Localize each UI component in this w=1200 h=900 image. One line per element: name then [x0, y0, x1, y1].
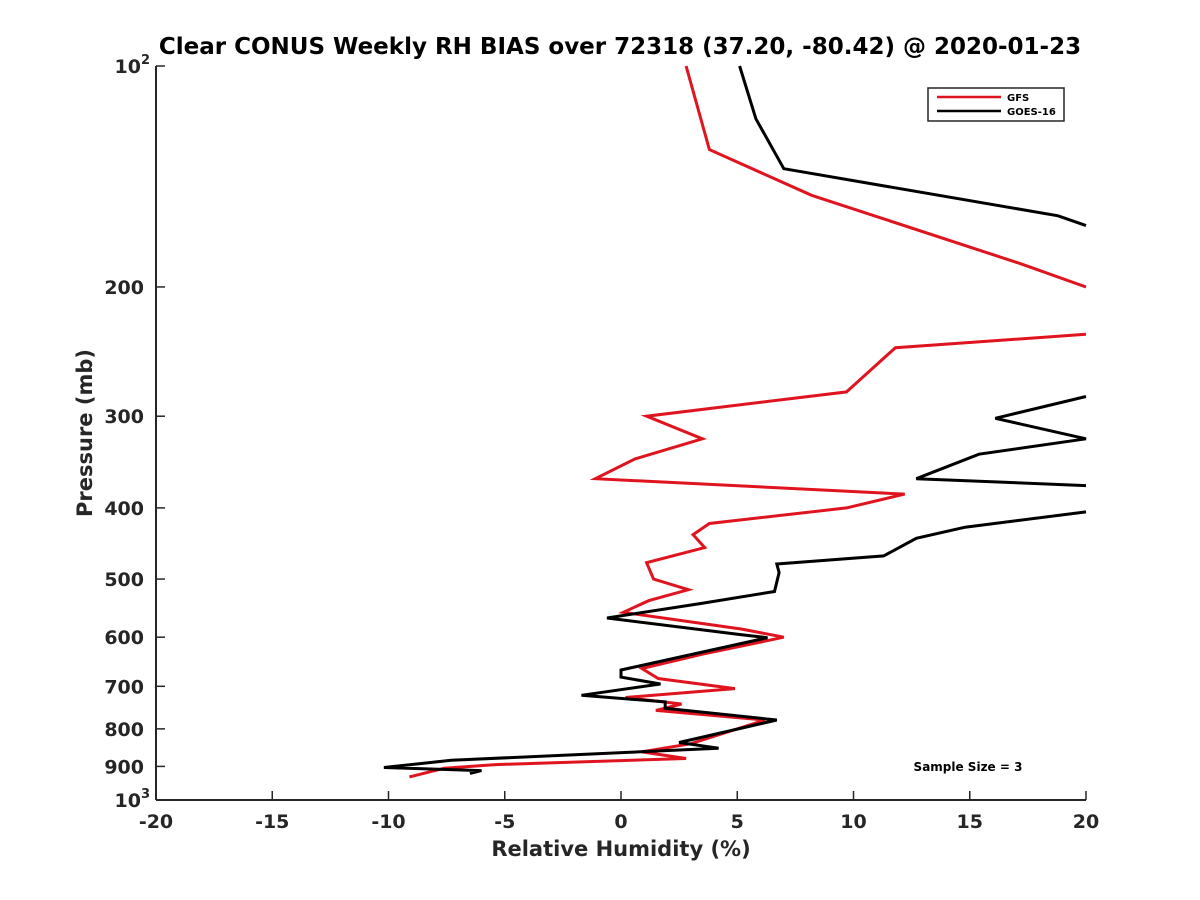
y-axis-ticks: 102 200 300 400 500 600 700 800 900 103 — [104, 53, 165, 812]
y-tick-label: 400 — [104, 498, 144, 520]
x-tick-label: -5 — [494, 811, 515, 833]
x-tick-label: -15 — [255, 811, 289, 833]
x-tick-label: 20 — [1073, 811, 1099, 833]
series-line-goes-16-2 — [915, 395, 1087, 488]
y-tick-label: 900 — [104, 756, 144, 778]
x-tick-label: 5 — [731, 811, 744, 833]
y-tick-label: 102 — [115, 53, 151, 78]
y-tick-label: 500 — [104, 569, 144, 591]
y-tick-label: 300 — [104, 406, 144, 428]
y-axis-label: Pressure (mb) — [73, 349, 97, 517]
legend-box — [927, 87, 1065, 122]
legend: GFS GOES-16 — [927, 87, 1065, 122]
x-tick-label: 10 — [840, 811, 866, 833]
legend-label-gfs: GFS — [1007, 93, 1029, 104]
series-layer — [383, 65, 1087, 779]
sample-size-annotation: Sample Size = 3 — [914, 760, 1023, 774]
y-tick-label: 700 — [104, 676, 144, 698]
chart-title: Clear CONUS Weekly RH BIAS over 72318 (3… — [159, 34, 1081, 60]
series-line-goes-16-1 — [738, 65, 1087, 228]
series-line-gfs-1 — [684, 65, 1087, 289]
y-tick-label: 600 — [104, 627, 144, 649]
y-tick-label: 200 — [104, 277, 144, 299]
x-tick-label: -20 — [139, 811, 173, 833]
x-axis-ticks: -20 -15 -10 -5 0 5 10 15 20 — [139, 791, 1099, 833]
x-tick-label: 0 — [614, 811, 627, 833]
series-line-gfs-2 — [409, 332, 1087, 779]
x-tick-label: 15 — [957, 811, 983, 833]
plot-area: -20 -15 -10 -5 0 5 10 15 20 102 200 300 400 500 600 70… — [104, 53, 1099, 833]
x-axis-label: Relative Humidity (%) — [491, 837, 750, 861]
y-tick-label: 103 — [115, 787, 151, 812]
y-tick-label: 800 — [104, 719, 144, 741]
series-line-goes-16-3 — [383, 510, 1087, 775]
legend-label-goes16: GOES-16 — [1007, 107, 1056, 118]
x-tick-label: -10 — [371, 811, 405, 833]
